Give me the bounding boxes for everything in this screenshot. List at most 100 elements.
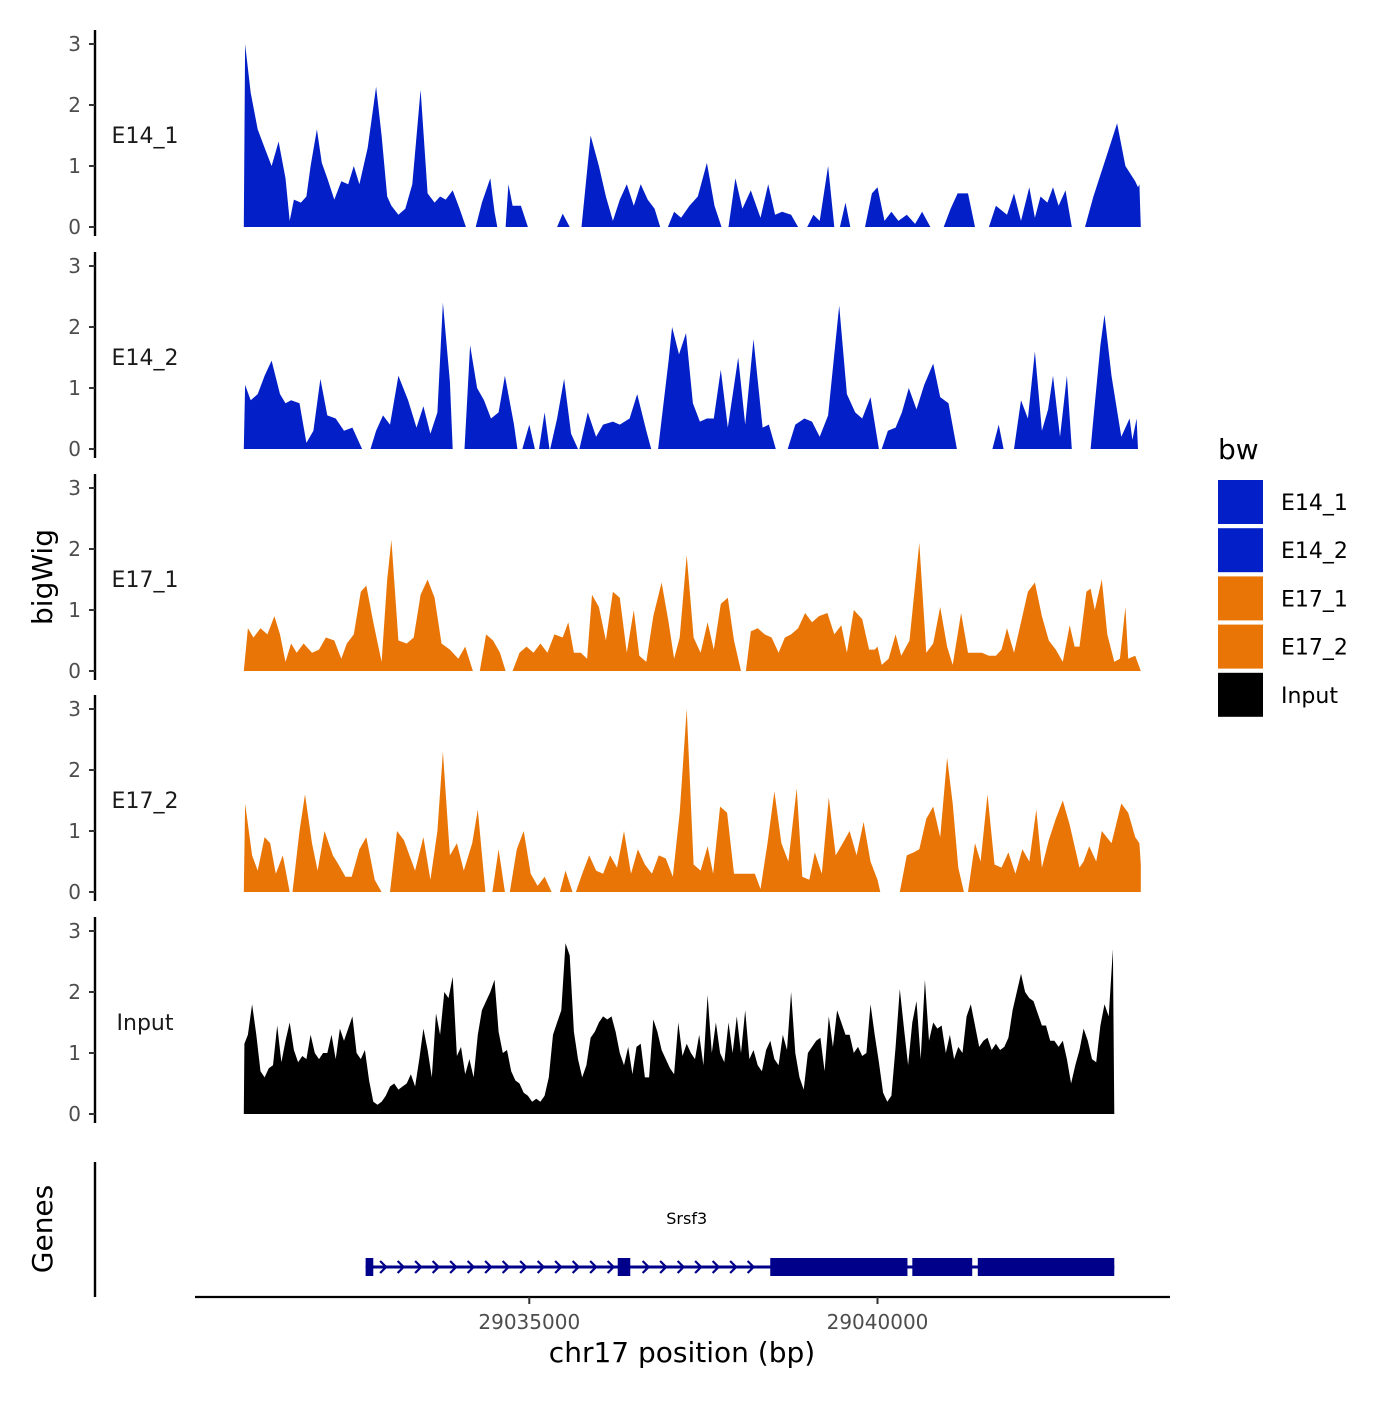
- track-E14_1: 0 1 2 3 E14_1: [68, 30, 1141, 239]
- y-tick-label-E17_1-3: 3: [68, 476, 81, 500]
- gene-label: Srsf3: [666, 1209, 707, 1228]
- strand-arrow: [431, 1260, 441, 1274]
- strand-arrow: [484, 1260, 493, 1274]
- y-tick-label-Input-0: 0: [68, 1102, 81, 1126]
- area-E14_1-6: [728, 178, 799, 227]
- track-label-Input: Input: [117, 1011, 174, 1036]
- track-Input: 0 1 2 3 Input: [68, 917, 1115, 1126]
- area-E14_1-10: [943, 193, 975, 227]
- strand-arrow: [729, 1260, 738, 1274]
- strand-arrow: [606, 1260, 616, 1274]
- area-E17_2-2: [390, 751, 486, 892]
- area-E14_1-4: [581, 135, 661, 227]
- y-tick-label-E17_2-3: 3: [68, 697, 81, 721]
- strand-arrow: [501, 1260, 511, 1274]
- legend-label-E14_2: E14_2: [1281, 539, 1348, 564]
- area-E14_1-2: [505, 184, 528, 227]
- strand-arrow: [659, 1260, 668, 1274]
- strand-arrow: [554, 1260, 563, 1274]
- track-label-E14_2: E14_2: [112, 346, 179, 371]
- strand-arrow: [641, 1260, 651, 1274]
- y-tick-label-E14_1-3: 3: [68, 32, 81, 56]
- legend-swatch-E14_1: [1218, 480, 1263, 524]
- area-E14_1-0: [243, 44, 466, 227]
- strand-arrow: [536, 1260, 546, 1274]
- strand-arrow: [449, 1260, 458, 1274]
- track-E17_1: 0 1 2 3 E17_1: [68, 474, 1141, 683]
- genes-axis-title: Genes: [26, 1185, 59, 1273]
- legend: bw E14_1 E14_2 E17_1 E17_2 Input: [1218, 433, 1348, 717]
- legend-swatch-E14_2: [1218, 528, 1263, 573]
- y-tick-label-E17_1-0: 0: [68, 659, 81, 683]
- area-E14_1-9: [865, 187, 931, 227]
- strand-arrow: [571, 1260, 581, 1274]
- y-tick-label-E17_1-1: 1: [68, 598, 81, 622]
- legend-label-Input: Input: [1281, 684, 1338, 709]
- area-E14_1-11: [988, 187, 1072, 227]
- legend-label-E14_1: E14_1: [1281, 491, 1348, 516]
- area-E14_1-8: [839, 202, 851, 227]
- area-E17_2-3: [492, 849, 505, 892]
- area-E17_2-5: [559, 870, 573, 892]
- area-E14_1-12: [1085, 123, 1141, 227]
- signal-tracks: 0 1 2 3 E14_1 0 1 2 3 E14_2 0 1 2 3 E17_1 0 1 2 3 E17_2 0 1 2 3…: [68, 30, 1141, 1126]
- strand-arrow: [746, 1260, 756, 1274]
- area-E14_1-7: [807, 166, 835, 227]
- area-E14_2-10: [992, 424, 1004, 449]
- x-tick-label-0: 29035000: [478, 1310, 580, 1334]
- y-tick-label-E17_1-2: 2: [68, 537, 81, 561]
- area-E14_2-5: [550, 378, 578, 449]
- exon-0: [365, 1258, 374, 1276]
- legend-swatch-E17_1: [1218, 576, 1263, 621]
- area-E17_1-3: [745, 542, 1141, 671]
- track-E17_2: 0 1 2 3 E17_2: [68, 695, 1141, 904]
- area-E14_1-3: [557, 213, 570, 227]
- strand-arrow: [676, 1260, 686, 1274]
- exon-3: [912, 1258, 973, 1276]
- x-axis: 29035000 29040000: [195, 1295, 1170, 1334]
- area-E17_2-1: [292, 794, 382, 892]
- y-tick-label-E14_1-0: 0: [68, 215, 81, 239]
- area-E14_2-3: [522, 424, 535, 449]
- area-E17_2-6: [575, 709, 881, 892]
- area-E14_2-0: [243, 360, 363, 449]
- y-tick-label-E14_1-1: 1: [68, 154, 81, 178]
- area-E17_1-0: [243, 539, 473, 671]
- y-tick-label-E17_2-1: 1: [68, 819, 81, 843]
- legend-swatch-Input: [1218, 672, 1263, 717]
- y-tick-label-E17_2-0: 0: [68, 880, 81, 904]
- y-tick-label-E14_2-2: 2: [68, 315, 81, 339]
- area-E14_2-7: [658, 327, 776, 449]
- area-E17_2-8: [968, 794, 1141, 892]
- legend-label-E17_1: E17_1: [1281, 587, 1348, 612]
- track-label-E17_1: E17_1: [112, 568, 179, 593]
- track-label-E17_2: E17_2: [112, 789, 179, 814]
- strand-arrow: [414, 1260, 423, 1274]
- area-E17_2-4: [509, 831, 552, 892]
- strand-arrow: [396, 1260, 406, 1274]
- legend-title: bw: [1218, 433, 1259, 466]
- strand-arrow: [519, 1260, 528, 1274]
- y-tick-label-E14_2-3: 3: [68, 254, 81, 278]
- area-E14_2-12: [1090, 314, 1138, 449]
- exon-2: [770, 1258, 908, 1276]
- area-E14_2-1: [370, 302, 453, 449]
- y-tick-label-Input-3: 3: [68, 919, 81, 943]
- x-tick-label-1: 29040000: [827, 1310, 929, 1334]
- area-E17_1-1: [479, 634, 506, 671]
- track-E14_2: 0 1 2 3 E14_2: [68, 252, 1138, 461]
- area-E14_1-5: [667, 162, 722, 227]
- area-E17_1-2: [512, 555, 741, 671]
- strand-arrow: [589, 1260, 598, 1274]
- y-tick-label-E14_2-0: 0: [68, 437, 81, 461]
- legend-swatch-E17_2: [1218, 624, 1263, 669]
- strand-arrow: [466, 1260, 476, 1274]
- legend-label-E17_2: E17_2: [1281, 636, 1348, 661]
- area-E14_2-11: [1014, 351, 1072, 449]
- area-E14_2-6: [579, 394, 652, 449]
- y-tick-label-Input-2: 2: [68, 980, 81, 1004]
- genes-panel: Srsf3: [93, 1162, 1115, 1297]
- y-tick-label-E17_2-2: 2: [68, 758, 81, 782]
